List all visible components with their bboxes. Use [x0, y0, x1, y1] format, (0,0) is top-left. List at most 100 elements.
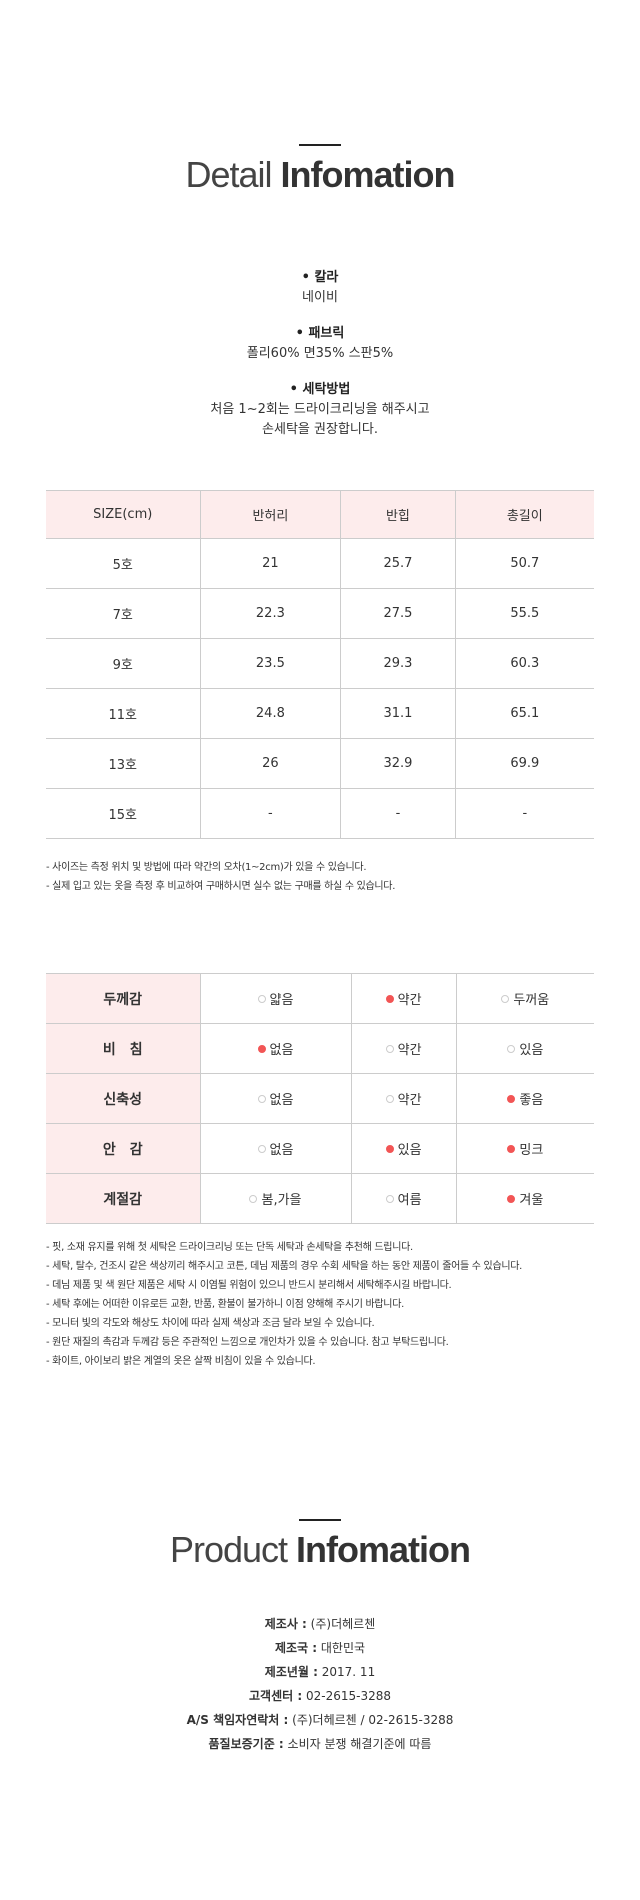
size-table: SIZE(cm) 반허리 반힙 총길이 5호 21 25.7 50.7 7호 22.3 27.5 55…: [46, 490, 594, 839]
spec-label: • 세탁방법: [289, 382, 351, 397]
selected-dot-icon: [507, 1145, 516, 1153]
title-light: Detail: [185, 154, 272, 195]
spec-value: 손세탁을 권장합니다.: [262, 422, 378, 437]
feature-label: 신축성: [46, 1073, 200, 1124]
feature-row: 계절감 봄,가을 여름 겨울: [46, 1173, 594, 1224]
feature-label: 안 감: [46, 1123, 200, 1174]
option-label: 있음: [397, 1143, 422, 1158]
spec-value: 처음 1~2회는 드라이크리닝을 해주시고: [210, 402, 430, 417]
table-cell: 26: [199, 738, 341, 789]
size-notes: - 사이즈는 측정 위치 및 방법에 따라 약간의 오차(1~2cm)가 있을 …: [46, 858, 395, 896]
option-label: 약간: [397, 993, 422, 1008]
feature-row: 신축성 없음 약간 좋음: [46, 1073, 594, 1124]
selected-dot-icon: [385, 1145, 394, 1153]
note-line: - 세탁, 탈수, 건조시 같은 색상끼리 해주시고 코튼, 데님 제품의 경우…: [46, 1261, 523, 1272]
title-divider: [299, 144, 341, 146]
option-label: 겨울: [519, 1193, 544, 1208]
note-line: - 모니터 빛의 각도와 해상도 차이에 따라 실제 색상과 조금 달라 보일 …: [46, 1318, 375, 1329]
note-line: - 화이트, 아이보리 밝은 계열의 옷은 살짝 비침이 있을 수 있습니다.: [46, 1356, 316, 1367]
unselected-dot-icon: [507, 1045, 516, 1053]
spec-label-text: 패브릭: [308, 326, 345, 341]
table-cell: 65.1: [454, 688, 594, 739]
feature-option: 없음: [199, 1023, 351, 1074]
feature-option: 없음: [199, 1073, 351, 1124]
info-value: (주)더헤르첸 / 02-2615-3288: [292, 1713, 454, 1727]
feature-label: 계절감: [46, 1173, 200, 1224]
spec-label-text: 칼라: [314, 270, 339, 285]
info-key: 고객센터 :: [249, 1689, 303, 1703]
table-cell: 60.3: [454, 638, 594, 689]
column-header: 총길이: [454, 490, 594, 539]
table-row: 15호 - - -: [46, 788, 594, 839]
table-cell: -: [199, 788, 341, 839]
option-label: 얇음: [269, 993, 294, 1008]
column-header: SIZE(cm): [46, 490, 200, 539]
table-cell: 25.7: [340, 538, 456, 589]
table-row: 13호 26 32.9 69.9: [46, 738, 594, 789]
product-info: 제조사 : (주)더헤르첸 제조국 : 대한민국 제조년월 : 2017. 11 고객…: [0, 1612, 640, 1756]
unselected-dot-icon: [385, 1095, 394, 1103]
selected-dot-icon: [257, 1045, 266, 1053]
table-cell: 21: [199, 538, 341, 589]
selected-dot-icon: [507, 1195, 516, 1203]
feature-option: 없음: [199, 1123, 351, 1174]
title-light: Product: [169, 1529, 288, 1570]
feature-option: 약간: [350, 1073, 457, 1124]
spec-label: • 패브릭: [295, 326, 345, 341]
option-label: 없음: [269, 1143, 294, 1158]
option-label: 약간: [397, 1043, 422, 1058]
note-line: - 실제 입고 있는 옷을 측정 후 비교하여 구매하시면 실수 없는 구매를 …: [46, 881, 396, 892]
info-key: 제조사 :: [264, 1617, 307, 1631]
care-notes: - 핏, 소재 유지를 위해 첫 세탁은 드라이크리닝 또는 단독 세탁과 손세…: [46, 1238, 522, 1371]
table-cell: 5호: [46, 538, 200, 589]
table-row: 5호 21 25.7 50.7: [46, 538, 594, 589]
table-cell: -: [340, 788, 456, 839]
table-cell: 31.1: [340, 688, 456, 739]
unselected-dot-icon: [257, 1145, 266, 1153]
option-label: 여름: [397, 1193, 422, 1208]
spec-list: • 칼라 네이비 • 패브릭 폴리60% 면35% 스판5% • 세탁방법 처음 1~2회…: [0, 268, 640, 456]
spec-group: • 칼라 네이비: [0, 268, 640, 308]
table-cell: 50.7: [454, 538, 594, 589]
title-divider: [299, 1519, 341, 1521]
feature-option: 밍크: [455, 1123, 594, 1174]
product-info-row: 제조국 : 대한민국: [0, 1636, 640, 1660]
feature-option: 봄,가을: [199, 1173, 351, 1224]
info-key: 품질보증기준 :: [208, 1737, 284, 1751]
option-label: 있음: [519, 1043, 544, 1058]
spec-value: 네이비: [302, 290, 338, 305]
unselected-dot-icon: [501, 995, 510, 1003]
info-value: 2017. 11: [321, 1665, 376, 1679]
info-value: 02-2615-3288: [305, 1689, 391, 1703]
unselected-dot-icon: [257, 995, 266, 1003]
table-cell: 13호: [46, 738, 200, 789]
feature-option: 겨울: [455, 1173, 594, 1224]
spec-group: • 패브릭 폴리60% 면35% 스판5%: [0, 324, 640, 364]
info-key: 제조국 :: [274, 1641, 318, 1655]
column-header: 반힙: [340, 490, 456, 539]
product-info-row: 고객센터 : 02-2615-3288: [0, 1684, 640, 1708]
product-info-row: A/S 책임자연락처 : (주)더헤르첸 / 02-2615-3288: [0, 1708, 640, 1732]
info-key: 제조년월 :: [264, 1665, 318, 1679]
note-line: - 핏, 소재 유지를 위해 첫 세탁은 드라이크리닝 또는 단독 세탁과 손세…: [46, 1242, 413, 1253]
unselected-dot-icon: [385, 1045, 394, 1053]
detail-title: Detail Infomation: [0, 154, 640, 196]
table-row: 11호 24.8 31.1 65.1: [46, 688, 594, 739]
table-row: 7호 22.3 27.5 55.5: [46, 588, 594, 639]
product-title: Product Infomation: [0, 1529, 640, 1571]
note-line: - 데님 제품 및 색 원단 제품은 세탁 시 이염될 위험이 있으니 반드시 …: [46, 1280, 452, 1291]
option-label: 없음: [269, 1043, 294, 1058]
info-value: 대한민국: [320, 1641, 366, 1655]
unselected-dot-icon: [249, 1195, 258, 1203]
feature-row: 두께감 얇음 약간 두꺼움: [46, 973, 594, 1024]
selected-dot-icon: [507, 1095, 516, 1103]
table-cell: 24.8: [199, 688, 341, 739]
table-cell: 32.9: [340, 738, 456, 789]
unselected-dot-icon: [257, 1095, 266, 1103]
table-cell: 9호: [46, 638, 200, 689]
table-cell: 29.3: [340, 638, 456, 689]
title-bold: Infomation: [296, 1529, 471, 1570]
feature-option: 있음: [350, 1123, 457, 1174]
feature-option: 좋음: [455, 1073, 594, 1124]
feature-option: 두꺼움: [455, 973, 594, 1024]
